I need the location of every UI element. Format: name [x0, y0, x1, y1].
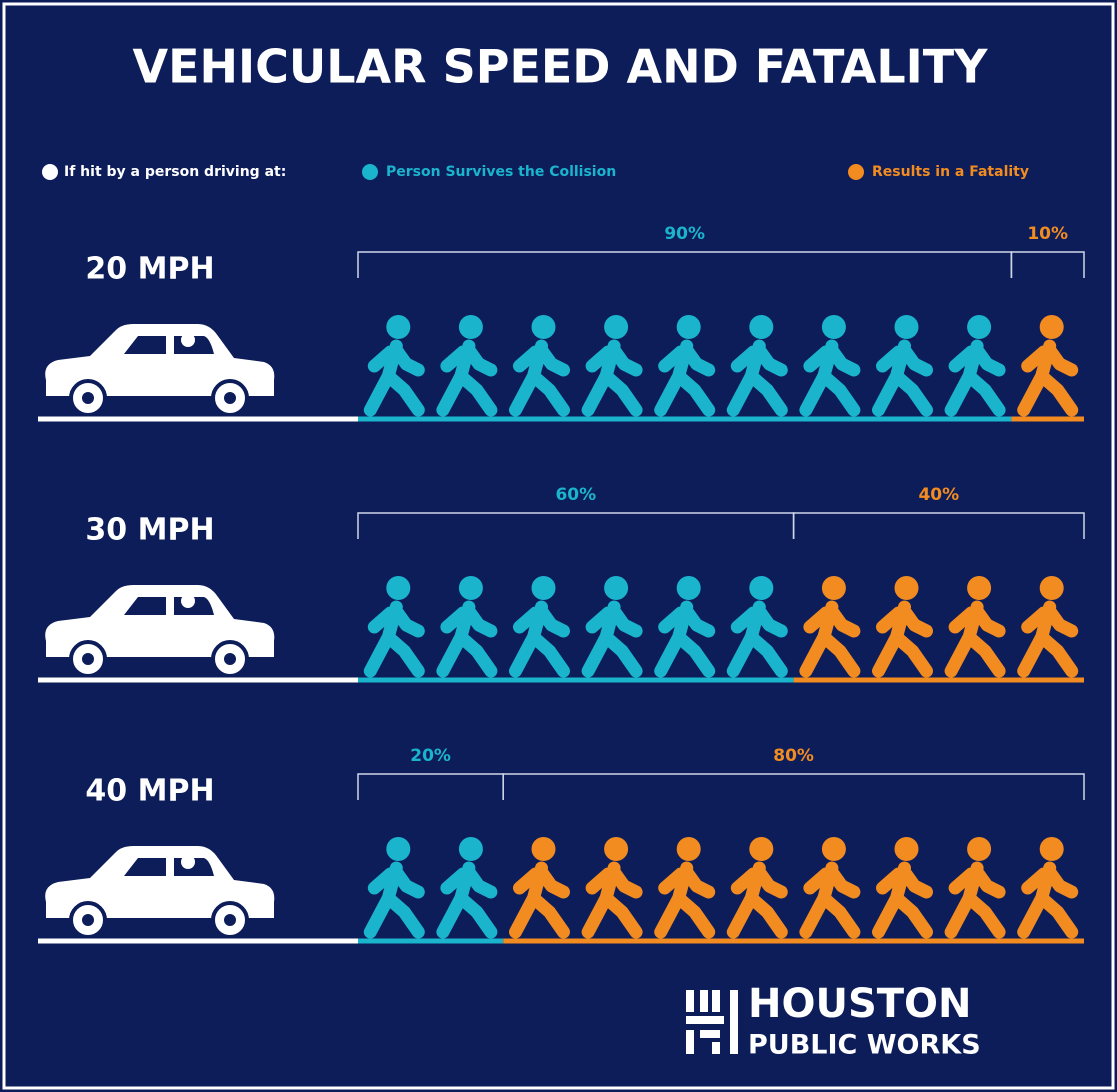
- value-label: 60%: [555, 485, 596, 505]
- person-head: [532, 837, 556, 861]
- person-head: [386, 315, 410, 339]
- person-head: [677, 315, 701, 339]
- person-head: [895, 576, 919, 600]
- legend-dot: [362, 164, 378, 180]
- value-label: 20%: [410, 746, 451, 766]
- value-label: 10%: [1027, 224, 1068, 244]
- person-head: [967, 576, 991, 600]
- person-head: [1040, 576, 1064, 600]
- person-head: [604, 837, 628, 861]
- speed-label: 40 MPH: [85, 774, 214, 809]
- legend-title: If hit by a person driving at:: [64, 164, 286, 180]
- value-label: 40%: [918, 485, 959, 505]
- logo-line: HOUSTON: [748, 981, 972, 1027]
- value-label: 80%: [773, 746, 814, 766]
- person-head: [967, 837, 991, 861]
- person-head: [822, 837, 846, 861]
- speed-label: 20 MPH: [85, 252, 214, 287]
- person-head: [1040, 837, 1064, 861]
- person-head: [749, 315, 773, 339]
- person-head: [822, 576, 846, 600]
- person-head: [386, 837, 410, 861]
- person-head: [1040, 315, 1064, 339]
- chart-title: VEHICULAR SPEED AND FATALITY: [133, 40, 989, 94]
- speed-label: 30 MPH: [85, 513, 214, 548]
- person-head: [604, 576, 628, 600]
- person-head: [532, 315, 556, 339]
- person-head: [895, 837, 919, 861]
- person-head: [459, 837, 483, 861]
- legend-label: Results in a Fatality: [872, 164, 1029, 180]
- person-head: [459, 315, 483, 339]
- value-label: 90%: [664, 224, 705, 244]
- person-head: [677, 837, 701, 861]
- person-head: [749, 837, 773, 861]
- person-head: [459, 576, 483, 600]
- legend-label: Person Survives the Collision: [386, 164, 616, 180]
- legend-dot: [42, 164, 58, 180]
- page: {"chart_data": { "type": "pictogram", "t…: [0, 0, 1117, 1092]
- person-head: [677, 576, 701, 600]
- person-head: [532, 576, 556, 600]
- person-head: [822, 315, 846, 339]
- person-head: [386, 576, 410, 600]
- person-head: [604, 315, 628, 339]
- person-head: [967, 315, 991, 339]
- logo-line: PUBLIC WORKS: [748, 1030, 981, 1061]
- infographic: VEHICULAR SPEED AND FATALITY If hit by a…: [0, 0, 1117, 1092]
- legend-dot: [848, 164, 864, 180]
- person-head: [749, 576, 773, 600]
- person-head: [895, 315, 919, 339]
- logo: HOUSTON PUBLIC WORKS: [686, 981, 981, 1061]
